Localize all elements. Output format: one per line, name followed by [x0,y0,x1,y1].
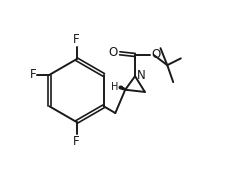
Text: N: N [137,69,145,82]
Text: F: F [73,135,79,148]
Text: F: F [29,68,36,81]
Text: H: H [111,82,118,92]
Text: O: O [151,48,160,61]
Text: O: O [108,47,118,60]
Text: F: F [73,33,79,46]
